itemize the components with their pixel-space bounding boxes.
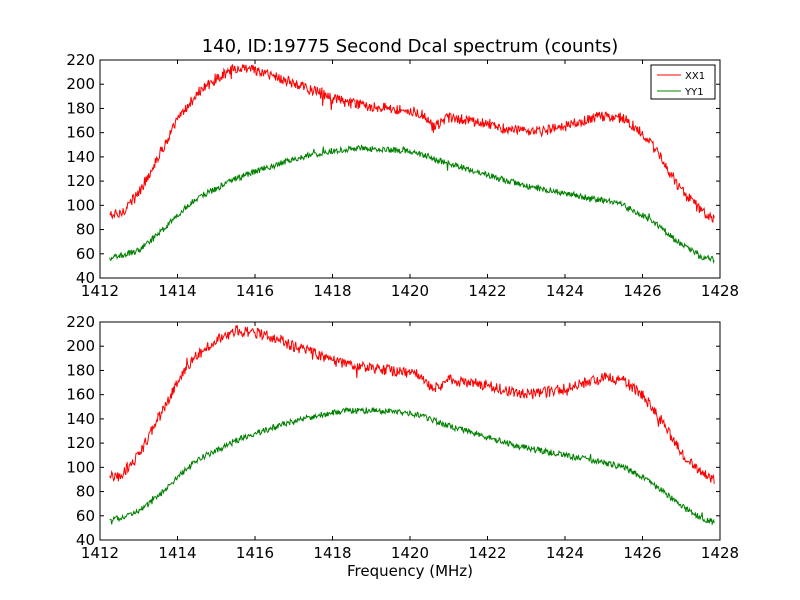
series-line-series-1: [109, 406, 715, 526]
x-tick-label: 1428: [701, 282, 739, 300]
y-tick-label: 120: [66, 434, 95, 452]
y-tick-label: 60: [76, 507, 95, 525]
x-tick-label: 1418: [313, 544, 351, 562]
y-tick-label: 220: [66, 313, 95, 331]
x-tick-label: 1416: [236, 544, 274, 562]
legend-box: [650, 64, 716, 100]
x-tick-label: 1424: [546, 544, 584, 562]
x-tick-label: 1424: [546, 282, 584, 300]
x-tick-label: 1426: [623, 282, 661, 300]
y-tick-label: 100: [66, 196, 95, 214]
x-axis-label: Frequency (MHz): [347, 562, 473, 580]
figure-title: 140, ID:19775 Second Dcal spectrum (coun…: [202, 36, 619, 57]
x-tick-label: 1412: [81, 544, 119, 562]
y-tick-label: 60: [76, 245, 95, 263]
series-line-yy1: [109, 144, 715, 264]
y-tick-label: 200: [66, 75, 95, 93]
y-tick-label: 40: [76, 269, 95, 287]
bottom-spectrum-panel: 1412 1414 1416 1418 1420 1422 1424 1426 1428 40 60…: [66, 313, 739, 562]
y-tick-label: 220: [66, 51, 95, 69]
y-tick-label: 160: [66, 124, 95, 142]
y-tick-label: 120: [66, 172, 95, 190]
y-tick-label: 80: [76, 483, 95, 501]
legend-label: XX1: [685, 71, 705, 82]
series-line-series-0: [109, 325, 715, 484]
y-tick-label: 180: [66, 361, 95, 379]
x-tick-label: 1414: [158, 544, 196, 562]
x-tick-label: 1428: [701, 544, 739, 562]
series-group: [109, 325, 715, 526]
x-tick-label: 1416: [236, 282, 274, 300]
y-tick-label: 100: [66, 458, 95, 476]
x-tick-label: 1426: [623, 544, 661, 562]
x-tick-label: 1412: [81, 282, 119, 300]
y-tick-label: 140: [66, 410, 95, 428]
series-line-xx1: [109, 64, 715, 224]
x-tick-label: 1414: [158, 282, 196, 300]
y-tick-label: 180: [66, 99, 95, 117]
y-tick-label: 200: [66, 337, 95, 355]
x-tick-label: 1422: [468, 544, 506, 562]
x-tick-label: 1420: [391, 282, 429, 300]
top-spectrum-panel: 1412 1414 1416 1418 1420 1422 1424 1426 1428 40 60…: [66, 51, 739, 300]
y-tick-label: 40: [76, 531, 95, 549]
y-tick-label: 140: [66, 148, 95, 166]
x-tick-label: 1422: [468, 282, 506, 300]
y-tick-label: 80: [76, 221, 95, 239]
x-tick-label: 1420: [391, 544, 429, 562]
y-tick-label: 160: [66, 386, 95, 404]
series-group: [109, 64, 715, 264]
x-tick-label: 1418: [313, 282, 351, 300]
legend-label: YY1: [684, 87, 704, 98]
